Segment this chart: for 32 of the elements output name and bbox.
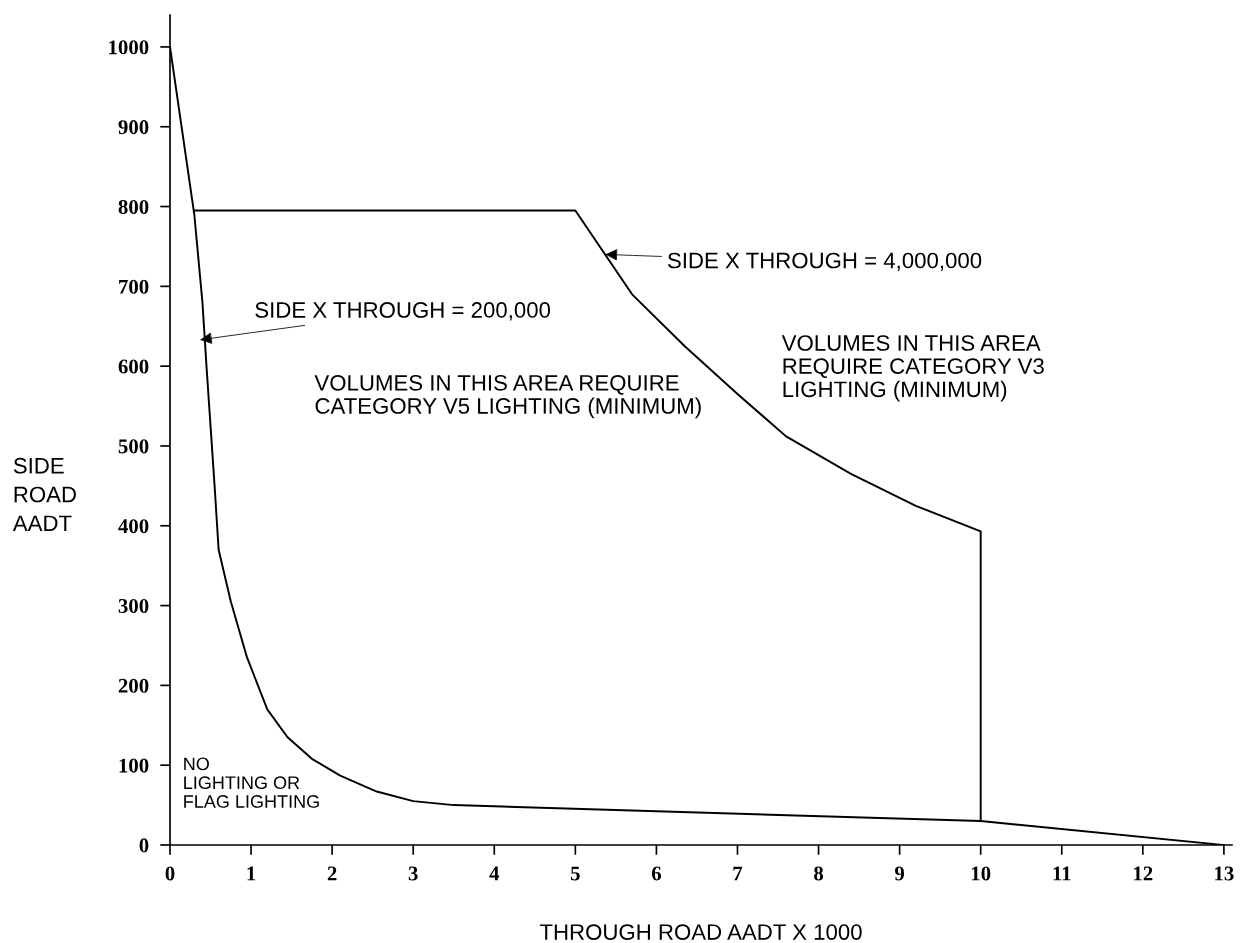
annotation: SIDE X THROUGH = 4,000,000 <box>667 252 982 271</box>
x-tick-label: 7 <box>733 866 743 881</box>
x-tick-label: 2 <box>327 866 337 881</box>
x-tick-label: 3 <box>408 866 418 881</box>
x-tick-label: 12 <box>1134 866 1153 881</box>
y-tick-label: 200 <box>118 678 149 693</box>
x-tick-label: 13 <box>1215 866 1234 881</box>
annotation: NO LIGHTING OR FLAG LIGHTING <box>184 757 319 808</box>
y-tick-label: 900 <box>118 120 149 135</box>
y-tick-label: 800 <box>118 199 149 214</box>
x-tick-label: 0 <box>165 866 175 881</box>
x-tick-label: 1 <box>247 866 256 881</box>
y-tick-label: 700 <box>119 279 149 294</box>
annotation: SIDE X THROUGH = 200,000 <box>255 302 551 321</box>
annotation: VOLUMES IN THIS AREA REQUIRE CATEGORY V3 LIGHTING (MINIMUM) <box>781 335 1044 402</box>
y-tick-label: 1000 <box>109 40 149 55</box>
y-axis-title: SIDE ROAD AADT <box>12 457 76 531</box>
y-tick-label: 600 <box>118 359 149 374</box>
x-axis-title: THROUGH ROAD AADT X 1000 <box>539 924 862 940</box>
annotation: VOLUMES IN THIS AREA REQUIRE CATEGORY V5 LIGHTING (MINIMUM) <box>314 374 701 419</box>
x-tick-label: 6 <box>651 866 662 881</box>
x-tick-label: 9 <box>894 866 905 881</box>
x-tick-label: 5 <box>570 866 580 881</box>
x-tick-label: 4 <box>489 866 500 881</box>
y-tick-label: 400 <box>118 519 149 534</box>
y-tick-label: 0 <box>139 838 149 853</box>
x-tick-label: 8 <box>814 866 824 881</box>
y-tick-label: 500 <box>118 439 149 454</box>
y-tick-label: 300 <box>118 598 149 614</box>
y-tick-label: 100 <box>119 758 149 773</box>
x-tick-label: 11 <box>1053 866 1071 881</box>
x-tick-label: 10 <box>971 866 991 881</box>
